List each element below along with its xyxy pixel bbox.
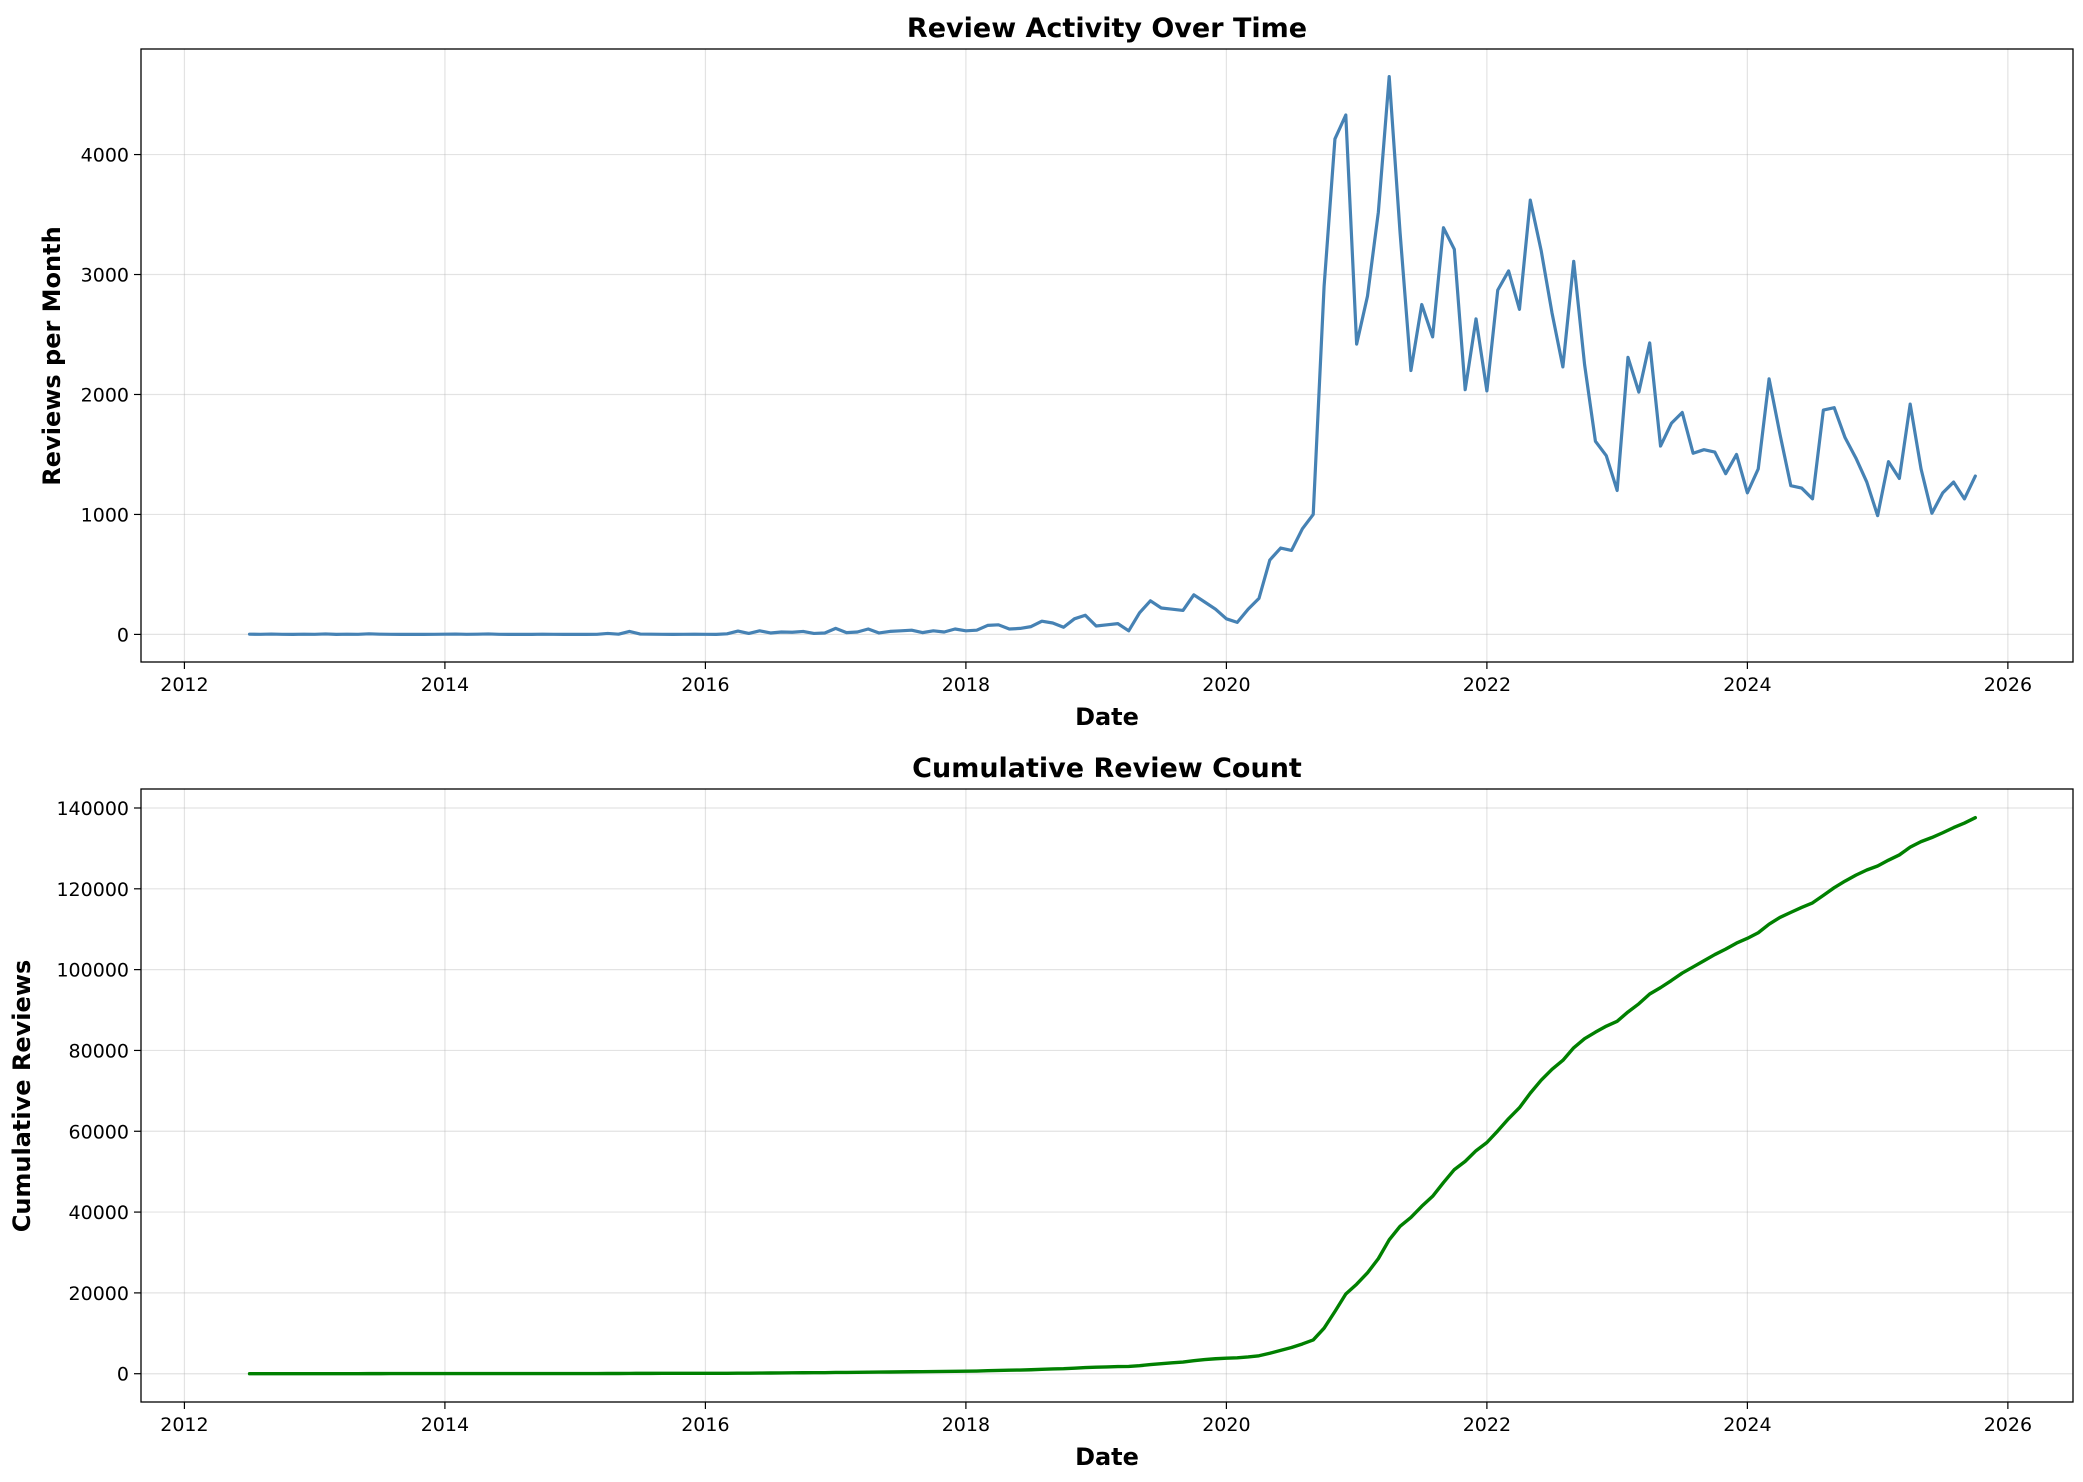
series-lines [247, 816, 1978, 1376]
series-line [247, 816, 1978, 1376]
y-tick-label: 4000 [81, 145, 129, 167]
x-tick-label: 2024 [1723, 674, 1771, 696]
y-tick-label: 80000 [69, 1040, 129, 1062]
y-tick-label: 0 [117, 1364, 129, 1386]
x-tick-label: 2026 [1984, 674, 2032, 696]
x-tick-label: 2022 [1463, 674, 1511, 696]
y-tick-label: 0 [117, 624, 129, 646]
chart-title: Cumulative Review Count [912, 753, 1302, 784]
x-tick-label: 2020 [1202, 674, 1250, 696]
y-tick-label: 100000 [56, 960, 129, 982]
x-tick-label: 2018 [942, 674, 990, 696]
y-axis-ticks: 0 20000 40000 60000 80000 100000 120000 140000 [56, 798, 141, 1386]
plot-frame [140, 788, 2074, 1403]
y-axis-ticks: 0 1000 2000 3000 4000 [81, 145, 141, 646]
x-tick-label: 2022 [1463, 1414, 1511, 1436]
y-tick-label: 2000 [81, 384, 129, 406]
y-tick-label: 40000 [69, 1202, 129, 1224]
x-axis-label: Date [1075, 1443, 1139, 1471]
x-axis-label: Date [1075, 703, 1139, 731]
series-line [247, 74, 1977, 637]
x-tick-label: 2016 [681, 674, 729, 696]
x-tick-label: 2014 [421, 1414, 469, 1436]
cumulative-review-chart: Cumulative Review Count 2012 2014 2016 2018… [8, 753, 2074, 1471]
plot-frame [140, 48, 2074, 663]
y-tick-label: 120000 [56, 879, 129, 901]
y-tick-label: 20000 [69, 1283, 129, 1305]
x-tick-label: 2016 [681, 1414, 729, 1436]
y-axis-label: Reviews per Month [38, 226, 66, 485]
x-tick-label: 2014 [421, 674, 469, 696]
y-axis-label: Cumulative Reviews [8, 960, 36, 1233]
x-tick-label: 2018 [942, 1414, 990, 1436]
x-axis-ticks: 2012 2014 2016 2018 2020 2022 2024 2026 [160, 662, 2032, 696]
x-tick-label: 2012 [160, 1414, 208, 1436]
y-tick-label: 1000 [81, 504, 129, 526]
review-activity-chart: Review Activity Over Time 2012 2014 2016 20… [38, 13, 2074, 731]
series-lines [247, 74, 1977, 637]
x-tick-label: 2026 [1984, 1414, 2032, 1436]
y-tick-label: 140000 [56, 798, 129, 820]
x-tick-label: 2012 [160, 674, 208, 696]
x-axis-ticks: 2012 2014 2016 2018 2020 2022 2024 2026 [160, 1402, 2032, 1436]
chart-title: Review Activity Over Time [907, 13, 1307, 44]
y-tick-label: 3000 [81, 265, 129, 287]
y-tick-label: 60000 [69, 1121, 129, 1143]
x-tick-label: 2024 [1723, 1414, 1771, 1436]
x-tick-label: 2020 [1202, 1414, 1250, 1436]
